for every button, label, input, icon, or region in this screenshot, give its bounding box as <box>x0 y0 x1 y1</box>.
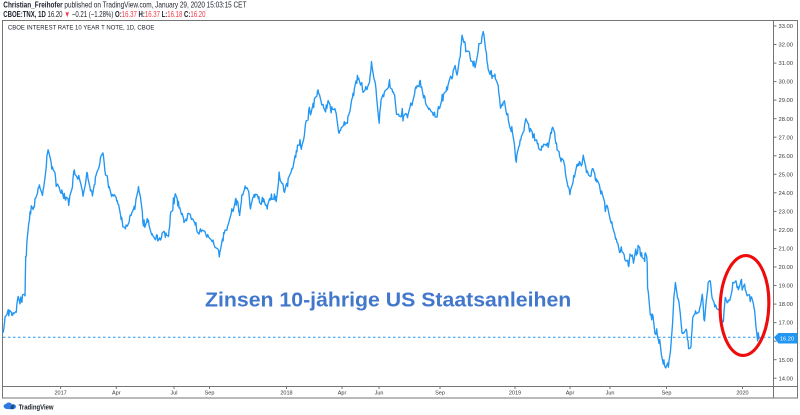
svg-text:22.00: 22.00 <box>779 228 794 234</box>
svg-text:2018: 2018 <box>280 390 292 396</box>
svg-text:15.00: 15.00 <box>779 358 794 364</box>
svg-text:33.00: 33.00 <box>779 24 794 30</box>
svg-text:19.00: 19.00 <box>779 284 794 290</box>
svg-text:Sep: Sep <box>435 390 445 396</box>
svg-text:Sep: Sep <box>662 390 672 396</box>
svg-text:Jun: Jun <box>606 390 615 396</box>
svg-text:2019: 2019 <box>509 390 521 396</box>
svg-text:30.00: 30.00 <box>779 80 794 86</box>
svg-text:21.00: 21.00 <box>779 247 794 253</box>
svg-text:Jul: Jul <box>170 390 177 396</box>
svg-text:32.00: 32.00 <box>779 43 794 49</box>
svg-text:Apr: Apr <box>112 390 121 396</box>
svg-text:14.00: 14.00 <box>779 376 794 382</box>
svg-text:Jun: Jun <box>375 390 384 396</box>
svg-text:Christian_Freihofer published: Christian_Freihofer published on Trading… <box>3 0 247 10</box>
svg-text:Apr: Apr <box>566 390 575 396</box>
svg-text:CBOE:TNX, 1D 16.20 ▼ −0.21 (−: CBOE:TNX, 1D 16.20 ▼ −0.21 (−1.28%) O:16… <box>3 10 205 19</box>
svg-text:24.00: 24.00 <box>779 191 794 197</box>
svg-text:18.00: 18.00 <box>779 302 794 308</box>
svg-text:26.00: 26.00 <box>779 154 794 160</box>
svg-text:25.00: 25.00 <box>779 172 794 178</box>
svg-text:Zinsen 10-jährige US Staatsanl: Zinsen 10-jährige US Staatsanleihen <box>205 289 571 311</box>
svg-text:16.20: 16.20 <box>780 336 794 342</box>
svg-text:23.00: 23.00 <box>779 210 794 216</box>
svg-text:Apr: Apr <box>338 390 347 396</box>
svg-text:31.00: 31.00 <box>779 61 794 67</box>
svg-text:Sep: Sep <box>205 390 215 396</box>
svg-text:29.00: 29.00 <box>779 98 794 104</box>
svg-text:2020: 2020 <box>736 390 748 396</box>
svg-text:17.00: 17.00 <box>779 321 794 327</box>
svg-text:28.00: 28.00 <box>779 117 794 123</box>
svg-text:2017: 2017 <box>54 390 66 396</box>
svg-text:CBOE INTEREST RATE 10 YEAR T N: CBOE INTEREST RATE 10 YEAR T NOTE, 1D, C… <box>8 26 154 32</box>
svg-text:20.00: 20.00 <box>779 265 794 271</box>
svg-text:27.00: 27.00 <box>779 135 794 141</box>
svg-text:TradingView: TradingView <box>19 404 55 412</box>
